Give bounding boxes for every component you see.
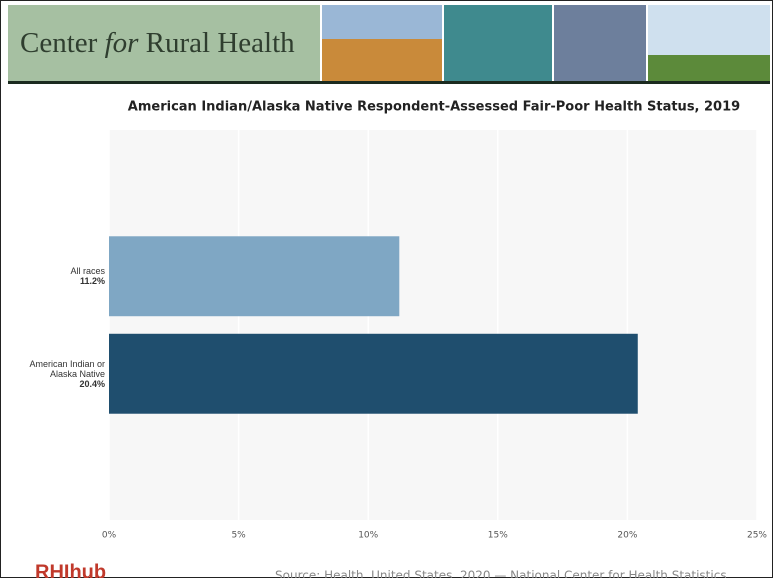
chart-title: American Indian/Alaska Native Respondent… <box>128 100 740 115</box>
bar <box>109 236 400 317</box>
header-rule <box>8 81 770 84</box>
x-tick-label: 5% <box>231 531 246 541</box>
bar <box>109 333 638 414</box>
x-tick-label: 20% <box>617 531 637 541</box>
plot-area <box>109 130 757 520</box>
value-label: 11.2% <box>79 276 105 287</box>
x-tick-label: 0% <box>102 531 117 541</box>
photo-group <box>554 5 646 81</box>
title-part: Rural Health <box>146 27 295 59</box>
category-name: All races <box>70 266 105 277</box>
x-tick-label: 25% <box>747 531 767 541</box>
x-tick-label: 10% <box>358 531 378 541</box>
category-label: All races 11.2% <box>29 266 105 286</box>
category-name: American Indian or Alaska Native <box>29 358 105 379</box>
category-label: American Indian or Alaska Native 20.4% <box>29 359 105 389</box>
photo-sky <box>322 5 442 39</box>
footer-source: Source: Health, United States, 2020 — Na… <box>275 569 727 578</box>
x-tick-label: 15% <box>488 531 508 541</box>
header-band <box>8 5 320 81</box>
title-part: for <box>105 27 140 59</box>
title-part: Center <box>20 27 98 59</box>
photo-medical <box>444 5 552 81</box>
header-title: Center for Rural Health <box>20 27 295 59</box>
value-label: 20.4% <box>79 378 105 389</box>
photo-grass <box>648 55 770 81</box>
footer-logo: RHIhub <box>35 561 106 578</box>
